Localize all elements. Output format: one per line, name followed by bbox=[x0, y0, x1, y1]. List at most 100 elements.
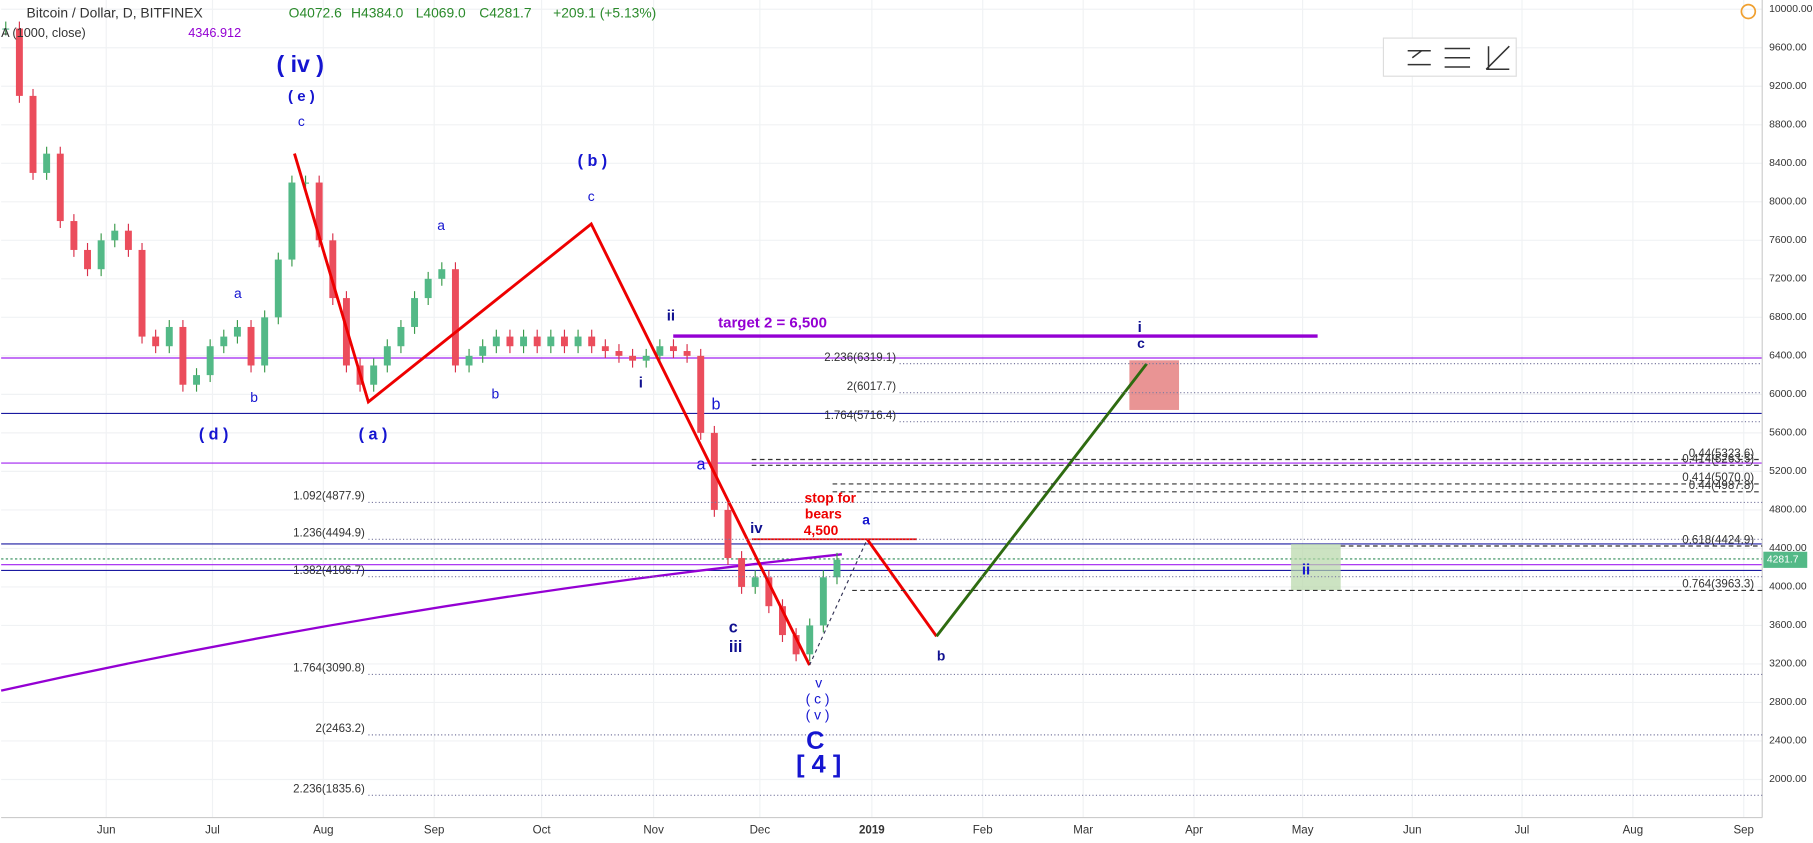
price-tag bbox=[1763, 551, 1808, 568]
fib-label: 0.44(4987.8) bbox=[1689, 480, 1755, 492]
candle bbox=[656, 346, 664, 356]
candle bbox=[2, 28, 10, 30]
candle bbox=[397, 326, 405, 347]
candle bbox=[288, 182, 296, 260]
candle bbox=[451, 269, 459, 366]
candle bbox=[819, 577, 827, 626]
info-icon[interactable] bbox=[1740, 3, 1757, 20]
x-tick-label: May bbox=[1292, 824, 1314, 836]
y-tick-label: 7600.00 bbox=[1769, 235, 1807, 246]
indicator-value: 4346.912 bbox=[188, 26, 241, 40]
wave-label: c bbox=[1137, 335, 1145, 351]
candle bbox=[56, 153, 64, 222]
x-tick-label: Mar bbox=[1073, 824, 1093, 836]
wave-label: ( a ) bbox=[359, 426, 388, 444]
price-tag-label: 4281.7 bbox=[1767, 555, 1799, 566]
candle bbox=[15, 28, 23, 96]
ohlc: L4069.0 bbox=[416, 5, 466, 21]
candle bbox=[588, 336, 596, 347]
wave-label: a bbox=[437, 217, 445, 233]
wave-label: iii bbox=[729, 638, 742, 656]
candle bbox=[438, 269, 446, 279]
wave-label: stop for bbox=[805, 490, 857, 506]
y-tick-label: 5600.00 bbox=[1769, 428, 1807, 439]
candle bbox=[779, 606, 786, 636]
y-tick-label: 8000.00 bbox=[1769, 197, 1807, 208]
x-tick-label: Sep bbox=[1733, 824, 1754, 836]
candle bbox=[479, 346, 487, 356]
candle bbox=[574, 336, 582, 347]
candle bbox=[138, 249, 146, 337]
candle bbox=[315, 182, 323, 241]
wave-label: c bbox=[298, 113, 305, 129]
fib-label: 2.236(6319.1) bbox=[824, 352, 896, 364]
candle bbox=[465, 355, 473, 366]
grid bbox=[1, 0, 1763, 818]
wave-label: ( b ) bbox=[578, 152, 608, 170]
wave-line bbox=[293, 153, 811, 666]
candle bbox=[29, 95, 37, 173]
candle bbox=[724, 509, 732, 559]
wave-label: c bbox=[729, 618, 738, 636]
moving-average bbox=[0, 553, 842, 692]
candle bbox=[506, 336, 514, 347]
wave-label: [ 4 ] bbox=[796, 750, 841, 778]
y-tick-label: 5200.00 bbox=[1769, 466, 1807, 477]
fib-label: 0.414(5070.0) bbox=[1682, 472, 1754, 484]
candle bbox=[411, 298, 419, 327]
y-tick-label: 2000.00 bbox=[1769, 774, 1807, 785]
wave-label: ii bbox=[1302, 561, 1310, 578]
indicator: A (1000, close) bbox=[1, 26, 86, 40]
tool-icon[interactable] bbox=[1407, 50, 1431, 66]
x-tick-label: Jun bbox=[1403, 824, 1422, 836]
candle bbox=[833, 559, 841, 578]
tool-icon[interactable] bbox=[1485, 45, 1510, 71]
candle bbox=[152, 336, 160, 347]
candle bbox=[424, 278, 432, 299]
wave-label: b bbox=[711, 396, 720, 414]
y-tick-label: 4400.00 bbox=[1769, 543, 1807, 554]
wave-label: bears bbox=[805, 506, 842, 522]
tool-icon[interactable] bbox=[1444, 47, 1471, 68]
change: +209.1 (+5.13%) bbox=[553, 5, 656, 21]
y-tick-label: 8400.00 bbox=[1769, 158, 1807, 169]
fib-label: 0.618(4424.9) bbox=[1682, 534, 1754, 546]
y-tick-label: 10000.00 bbox=[1769, 4, 1813, 15]
fib-label: 1.092(4877.9) bbox=[293, 491, 365, 503]
wave-label: b bbox=[250, 389, 258, 405]
candle bbox=[124, 230, 132, 250]
candle bbox=[520, 336, 528, 347]
wave-line bbox=[935, 362, 1148, 638]
x-tick-label: Sep bbox=[424, 824, 445, 836]
candle bbox=[629, 355, 637, 361]
fib-label: 1.764(3090.8) bbox=[293, 663, 365, 675]
target-box bbox=[1129, 360, 1180, 410]
fib-label: 2(6017.7) bbox=[847, 381, 897, 393]
candle bbox=[615, 351, 623, 356]
x-tick-label: Apr bbox=[1185, 824, 1203, 836]
wave-label: ( v ) bbox=[806, 707, 830, 723]
candle bbox=[806, 625, 814, 655]
y-tick-label: 9200.00 bbox=[1769, 81, 1807, 92]
candle bbox=[669, 346, 677, 352]
y-tick-label: 8800.00 bbox=[1769, 120, 1807, 131]
ohlc: H4384.0 bbox=[351, 5, 404, 21]
candle bbox=[165, 326, 173, 347]
symbol: Bitcoin / Dollar, D, BITFINEX bbox=[27, 5, 203, 21]
candle bbox=[601, 346, 609, 352]
candle bbox=[220, 336, 228, 347]
wave-label: v bbox=[815, 674, 822, 690]
x-tick-label: 2019 bbox=[859, 824, 885, 836]
wave-label: ii bbox=[667, 307, 675, 324]
x-tick-label: Jul bbox=[1515, 824, 1530, 836]
candle bbox=[206, 346, 214, 376]
y-tick-label: 3600.00 bbox=[1769, 620, 1807, 631]
candle bbox=[492, 336, 500, 347]
candle bbox=[70, 221, 78, 250]
wave-label: ( e ) bbox=[288, 88, 315, 105]
x-tick-label: Oct bbox=[533, 824, 552, 836]
candle bbox=[179, 326, 187, 385]
fib-label: 1.236(4494.9) bbox=[293, 528, 365, 540]
fib-label: 0.764(3963.3) bbox=[1682, 579, 1754, 591]
y-tick-label: 6400.00 bbox=[1769, 351, 1807, 362]
